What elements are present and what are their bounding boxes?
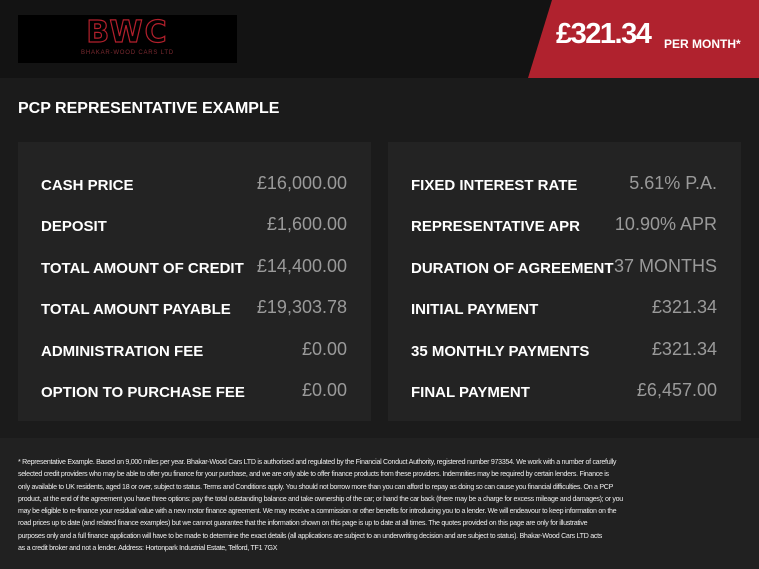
finance-row: DEPOSIT £1,600.00 [41,209,347,239]
row-label: DEPOSIT [41,218,107,235]
finance-panel-right: FIXED INTEREST RATE 5.61% P.A. REPRESENTAT… [388,142,741,421]
row-label: INITIAL PAYMENT [411,301,539,318]
finance-panel-left: CASH PRICE £16,000.00 DEPOSIT £1,600.00 TOTA… [18,142,371,421]
row-label: DURATION OF AGREEMENT [411,260,614,277]
row-value: £321.34 [651,297,717,317]
row-label: TOTAL AMOUNT PAYABLE [41,301,231,318]
header: BWC BHAKAR-WOOD CARS LTD £321.34 PER MON… [0,0,759,78]
disclaimer-line: road prices up to date (and related fina… [18,519,588,528]
row-value: £0.00 [301,339,347,359]
finance-row: OPTION TO PURCHASE FEE £0.00 [41,375,347,405]
row-label: ADMINISTRATION FEE [41,343,204,360]
row-value: 5.61% P.A. [629,173,717,193]
finance-row: ADMINISTRATION FEE £0.00 [41,334,347,364]
per-month-label: PER MONTH* [664,37,741,51]
finance-row: TOTAL AMOUNT OF CREDIT £14,400.00 [41,251,347,281]
row-value: £16,000.00 [256,173,347,193]
finance-row: INITIAL PAYMENT £321.34 [411,292,717,322]
disclaimer-line: * Representative Example. Based on 9,000… [18,458,617,466]
row-value: £14,400.00 [256,256,347,276]
company-logo[interactable]: BWC BHAKAR-WOOD CARS LTD [18,15,237,63]
row-label: REPRESENTATIVE APR [411,218,580,235]
row-label: FINAL PAYMENT [411,384,530,401]
row-label: CASH PRICE [41,177,134,194]
finance-row: FIXED INTEREST RATE 5.61% P.A. [411,168,717,198]
finance-row: 35 MONTHLY PAYMENTS £321.34 [411,334,717,364]
row-value: 37 MONTHS [613,256,717,276]
row-value: £6,457.00 [636,380,717,400]
row-value: £321.34 [651,339,717,359]
disclaimer-line: product, at the end of the agreement you… [18,494,623,503]
finance-row: DURATION OF AGREEMENT 37 MONTHS [411,251,717,281]
monthly-price: £321.34 [556,18,652,50]
finance-row: TOTAL AMOUNT PAYABLE £19,303.78 [41,292,347,322]
row-value: 10.90% APR [614,214,717,234]
row-value: £0.00 [301,380,347,400]
row-label: 35 MONTHLY PAYMENTS [411,343,590,360]
row-label: FIXED INTEREST RATE [411,177,578,194]
finance-row: FINAL PAYMENT £6,457.00 [411,375,717,405]
disclaimer: * Representative Example. Based on 9,000… [0,438,759,569]
logo-mark: BWC [86,15,169,50]
disclaimer-line: only available to UK residents, aged 18 … [18,482,614,491]
disclaimer-line: as a credit broker and not a lender. Add… [18,544,278,553]
row-label: TOTAL AMOUNT OF CREDIT [41,260,244,277]
row-label: OPTION TO PURCHASE FEE [41,384,245,401]
row-value: £1,600.00 [266,214,347,234]
finance-row: REPRESENTATIVE APR 10.90% APR [411,209,717,239]
disclaimer-line: selected credit providers who may be abl… [18,470,609,479]
price-banner [528,0,759,78]
finance-row: CASH PRICE £16,000.00 [41,168,347,198]
logo-subtext: BHAKAR-WOOD CARS LTD [81,50,174,56]
row-value: £19,303.78 [256,297,347,317]
disclaimer-line: purposes only and a full finance applica… [18,531,603,540]
disclaimer-line: may be eligible to re-finance your resid… [18,507,617,516]
page-title: PCP REPRESENTATIVE EXAMPLE [18,100,280,117]
